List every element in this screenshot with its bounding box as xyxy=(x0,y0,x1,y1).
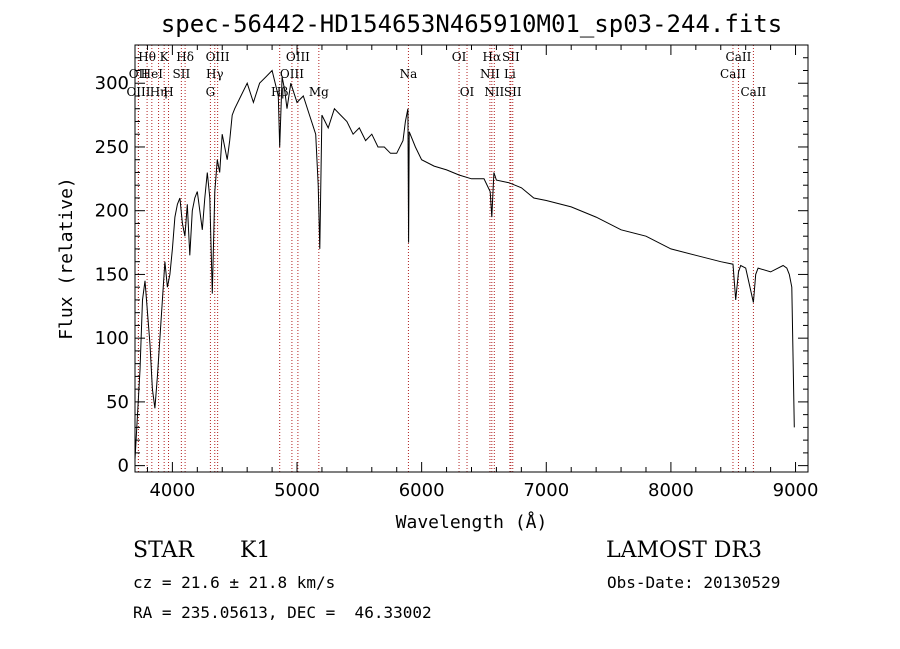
line-label: OI xyxy=(460,85,475,99)
line-label: Hδ xyxy=(176,50,194,64)
line-label: K xyxy=(160,50,170,64)
x-tick-label: 4000 xyxy=(149,480,195,501)
x-axis-label: Wavelength (Å) xyxy=(396,511,548,533)
obs-date: Obs-Date: 20130529 xyxy=(607,573,781,592)
y-tick-label: 150 xyxy=(95,264,129,285)
line-label: CaII xyxy=(740,85,766,99)
line-label: OIII xyxy=(126,85,150,99)
x-tick-label: 5000 xyxy=(274,480,320,501)
y-tick-label: 0 xyxy=(118,456,129,477)
line-label: CaII xyxy=(726,50,752,64)
coordinates-text: RA = 235.05613, DEC = 46.33002 xyxy=(133,603,432,622)
chart-title: spec-56442-HD154653N465910M01_sp03-244.f… xyxy=(161,10,782,38)
survey-label: LAMOST DR3 xyxy=(606,538,762,563)
y-axis-label: Flux (relative) xyxy=(56,177,77,340)
y-tick-label: 250 xyxy=(95,137,129,158)
line-label: OI xyxy=(452,50,467,64)
line-label: Li xyxy=(504,67,516,81)
line-label: SII xyxy=(173,67,191,81)
y-tick-label: 50 xyxy=(106,392,129,413)
line-label: Na xyxy=(400,67,418,81)
line-label: H xyxy=(163,85,173,99)
object-class: STAR xyxy=(133,538,194,563)
y-tick-label: 300 xyxy=(95,73,129,94)
line-label: OIII xyxy=(286,50,310,64)
spectrum-line xyxy=(134,69,795,460)
x-tick-label: 7000 xyxy=(523,480,569,501)
object-subclass: K1 xyxy=(240,538,271,563)
line-label: HeI xyxy=(141,67,164,81)
line-label: CaII xyxy=(720,67,746,81)
y-tick-label: 200 xyxy=(95,201,129,222)
redshift-text: cz = 21.6 ± 21.8 km/s xyxy=(133,573,336,592)
line-label: OIII xyxy=(206,50,230,64)
line-label: SII xyxy=(504,85,522,99)
line-label: Hα xyxy=(483,50,502,64)
line-label: G xyxy=(206,85,216,99)
x-tick-label: 8000 xyxy=(648,480,694,501)
line-label: Hη xyxy=(150,85,168,99)
x-tick-label: 9000 xyxy=(773,480,819,501)
line-label: Hγ xyxy=(206,67,224,81)
line-label: OIII xyxy=(280,67,304,81)
line-label: Hθ xyxy=(138,50,156,64)
y-tick-label: 100 xyxy=(95,328,129,349)
line-label: OII xyxy=(129,67,149,81)
x-tick-label: 6000 xyxy=(399,480,445,501)
line-label: Mg xyxy=(309,85,329,99)
line-label: SII xyxy=(502,50,520,64)
line-label: NII xyxy=(480,67,500,81)
line-label: NII xyxy=(484,85,504,99)
